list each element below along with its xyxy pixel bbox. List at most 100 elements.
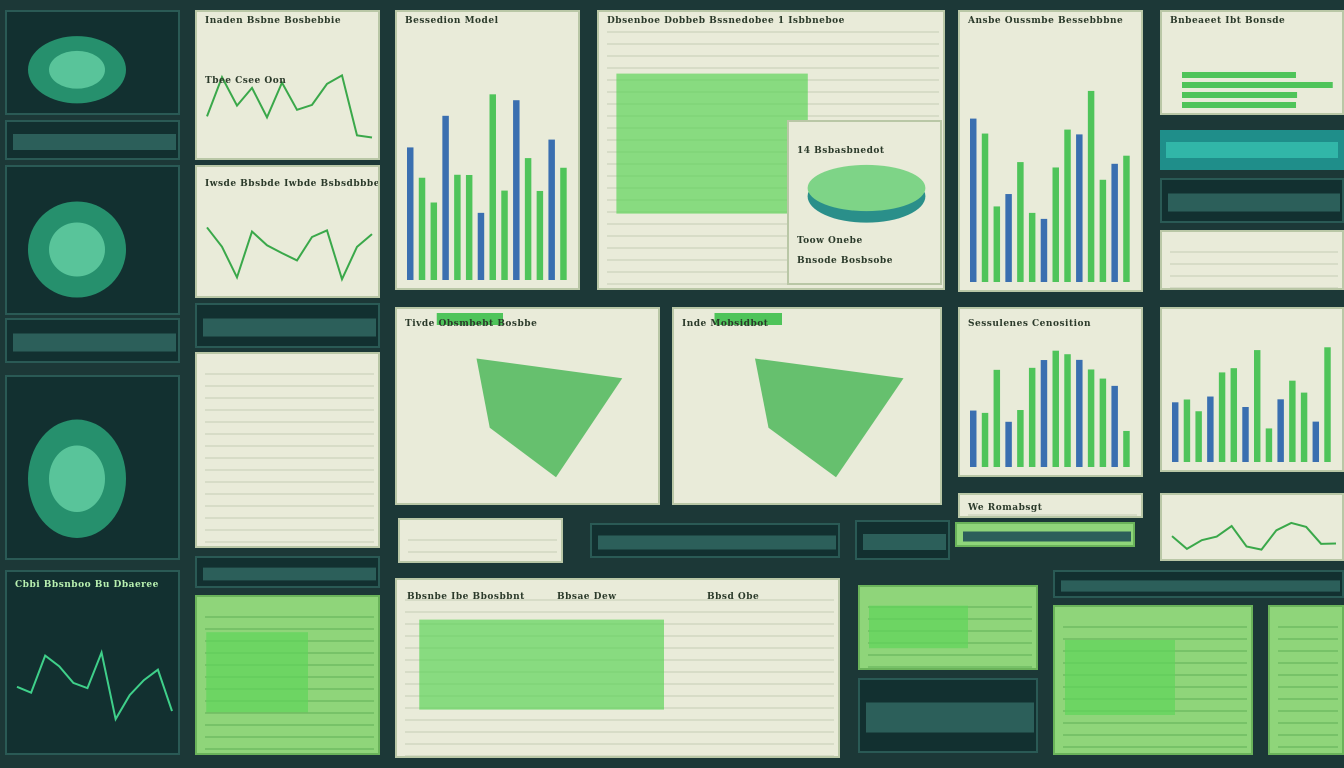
panel (858, 585, 1038, 670)
bar (1182, 92, 1298, 98)
panel: Iwsde Bbsbde Iwbde Bsbsdbbbe (195, 165, 380, 298)
trend-line (16, 649, 173, 722)
panel (5, 165, 180, 315)
bar (442, 115, 449, 280)
bar (1005, 421, 1012, 467)
panel (1268, 605, 1344, 755)
glow-core (49, 222, 105, 277)
bar (548, 139, 555, 280)
panel-title: Bnsode Bosbsobe (797, 256, 893, 266)
panel-graphic (866, 702, 1034, 733)
strip-fill (598, 535, 836, 550)
panel-graphic (968, 514, 1137, 516)
panel: We Romabsgt (958, 493, 1143, 518)
bar (1028, 212, 1036, 282)
bar (1087, 369, 1095, 467)
panel-graphic (205, 373, 374, 543)
panel: Ansbe Oussmbe Bessebbbne (958, 10, 1143, 292)
bar (1324, 347, 1331, 462)
glow-core (49, 445, 105, 513)
panel-graphic (598, 535, 836, 550)
bar (993, 369, 1001, 467)
panel-title: 14 Bsbasbnedot (797, 146, 885, 156)
bar (1052, 350, 1059, 467)
panel-graphic (863, 534, 946, 550)
panel-graphic (1182, 72, 1333, 108)
title-bar (436, 313, 503, 325)
bar (1182, 72, 1296, 78)
bar (981, 133, 989, 282)
glow-core (49, 50, 105, 89)
panel-title: Tivde Obsmbebt Bosbbe (405, 319, 538, 329)
bar (536, 190, 544, 280)
bar (418, 177, 426, 280)
bar (454, 174, 461, 280)
bar (1052, 167, 1059, 282)
bar (1300, 392, 1308, 462)
panel (1160, 130, 1344, 170)
strip-fill (13, 134, 176, 150)
panel (858, 678, 1038, 753)
panel: Sessulenes Cenosition (958, 307, 1143, 477)
panel-title: Bnbeaeet Ibt Bonsde (1170, 16, 1286, 26)
panel-graphic (1061, 580, 1340, 592)
panel (1160, 493, 1344, 561)
panel-title: Toow Onebe (797, 236, 863, 246)
panel-graphic (1168, 193, 1340, 212)
strip-fill (1061, 580, 1340, 592)
panel (195, 595, 380, 755)
strip-fill (866, 702, 1034, 733)
panel-graphic (203, 318, 376, 337)
panel (1160, 230, 1344, 290)
bar (1005, 194, 1012, 282)
panel (195, 352, 380, 548)
panel-graphic (1172, 347, 1331, 462)
disc-top (807, 164, 926, 212)
panel-graphic (13, 134, 176, 150)
panel-graphic (405, 599, 834, 756)
strip-fill (203, 567, 376, 581)
panel-graphic (607, 31, 939, 285)
panel (195, 303, 380, 348)
title-bar (714, 313, 782, 325)
panel-graphic (203, 567, 376, 581)
strip-fill (1166, 142, 1338, 158)
panel-title: Inaden Bsbne Bosbebbie (205, 16, 342, 26)
panel (398, 518, 563, 563)
panel-title: Sessulenes Cenosition (968, 319, 1092, 329)
panel-graphic (970, 350, 1130, 467)
trend-line (206, 226, 373, 282)
bar (1111, 385, 1118, 467)
panel-graphic (868, 605, 1032, 668)
panel: Inde Mobsidbot (672, 307, 942, 505)
panel-title: Inde Mobsidbot (682, 319, 769, 329)
bar (1277, 399, 1284, 462)
bar (1312, 421, 1320, 462)
panel (855, 520, 950, 560)
panel-graphic (206, 73, 373, 139)
panel: Cbbi Bbsnboo Bu Dbaeree (5, 570, 180, 755)
map-shape (755, 358, 904, 478)
bar (1242, 406, 1249, 462)
panel-title: Cbbi Bbsnboo Bu Dbaeree (15, 580, 159, 590)
table-fill (1065, 640, 1175, 715)
bar (477, 212, 485, 280)
panel (5, 375, 180, 560)
panel-graphic (1170, 251, 1338, 288)
panel-graphic (963, 531, 1131, 542)
bar (1099, 179, 1107, 282)
panel-graphic (1166, 142, 1338, 158)
bar (1040, 218, 1048, 282)
panel: Bbsnbe Ibe Bbosbbnt Bbsae Dew Bbsd Obe (395, 578, 840, 758)
panel-graphic (970, 90, 1130, 282)
panel-graphic (206, 226, 373, 282)
panel (1160, 307, 1344, 472)
panel-graphic (28, 201, 126, 298)
panel-graphic (16, 649, 173, 722)
panel-title: Ansbe Oussmbe Bessebbbne (968, 16, 1124, 26)
panel: Inaden Bsbne Bosbebbie Tbee Csee Oon (195, 10, 380, 160)
bar (1111, 163, 1118, 282)
bar (1099, 378, 1107, 467)
panel-title: Iwsde Bbsbde Iwbde Bsbsdbbbe (205, 179, 380, 189)
